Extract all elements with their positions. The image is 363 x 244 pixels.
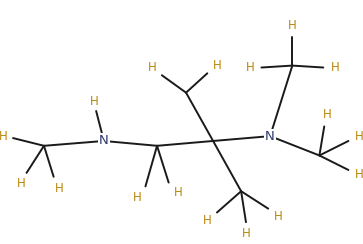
Text: H: H [213, 59, 221, 72]
Text: H: H [245, 61, 254, 74]
Text: H: H [174, 186, 183, 199]
Text: H: H [288, 20, 297, 32]
Text: H: H [203, 214, 212, 227]
Text: H: H [323, 108, 331, 121]
Text: H: H [90, 95, 99, 108]
Text: H: H [148, 61, 156, 74]
Text: H: H [0, 130, 8, 143]
Text: H: H [133, 191, 142, 203]
Text: N: N [99, 134, 109, 147]
Text: N: N [265, 130, 275, 143]
Text: H: H [16, 177, 25, 190]
Text: H: H [355, 130, 363, 143]
Text: H: H [355, 168, 363, 181]
Text: H: H [242, 227, 250, 240]
Text: H: H [273, 210, 282, 223]
Text: H: H [55, 182, 64, 195]
Text: H: H [330, 61, 339, 74]
